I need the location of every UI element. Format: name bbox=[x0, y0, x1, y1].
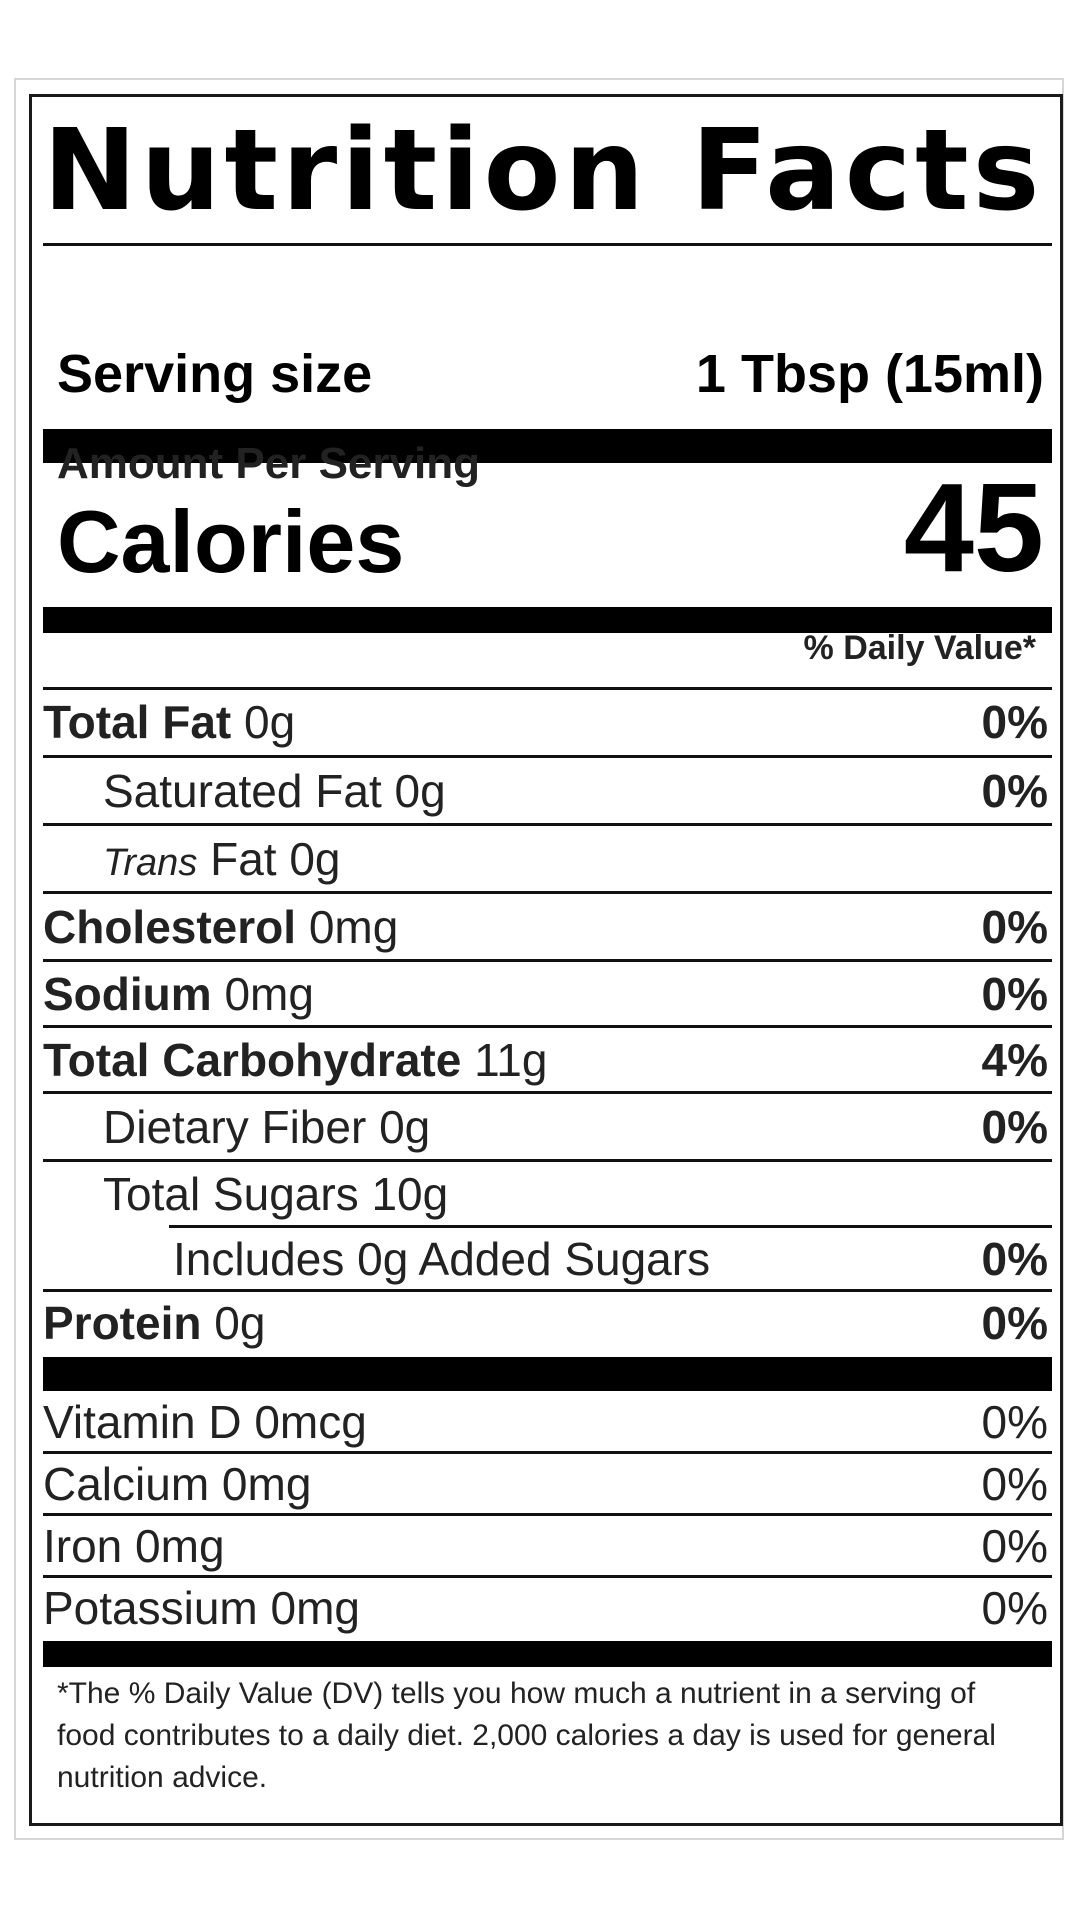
nutrient-amount: 0g bbox=[244, 696, 296, 748]
nutrient-row-added-sugars: Includes 0g Added Sugars 0% bbox=[43, 1229, 1052, 1289]
daily-value-percent: 0% bbox=[981, 1233, 1048, 1285]
divider bbox=[43, 243, 1052, 246]
nutrient-row-total-carbohydrate: Total Carbohydrate 11g 4% bbox=[43, 1029, 1052, 1091]
label-title: Nutrition Facts bbox=[43, 106, 1044, 236]
daily-value-percent: 4% bbox=[981, 1034, 1048, 1086]
divider bbox=[43, 1575, 1052, 1578]
divider bbox=[43, 1289, 1052, 1292]
nutrient-amount: 0g bbox=[214, 1297, 266, 1349]
amount-per-serving: Amount Per Serving bbox=[57, 439, 480, 488]
nutrient-row-cholesterol: Cholesterol 0mg 0% bbox=[43, 895, 1052, 959]
nutrient-label: Total Fat bbox=[43, 696, 232, 748]
vitamin-row-vitamin-d: Vitamin D 0mcg 0% bbox=[43, 1393, 1052, 1451]
vitamin-label: Iron 0mg bbox=[43, 1520, 225, 1572]
calories-label: Calories bbox=[57, 492, 405, 591]
vitamin-row-potassium: Potassium 0mg 0% bbox=[43, 1579, 1052, 1637]
divider bbox=[43, 823, 1052, 826]
nutrient-label: Fat 0g bbox=[210, 833, 341, 885]
serving-size-label: Serving size bbox=[57, 344, 373, 404]
outer-frame bbox=[14, 78, 1064, 1840]
thick-divider bbox=[43, 1641, 1052, 1667]
divider bbox=[43, 1159, 1052, 1162]
nutrient-amount: 0mg bbox=[224, 968, 314, 1020]
divider bbox=[43, 1091, 1052, 1094]
daily-value-footnote: *The % Daily Value (DV) tells you how mu… bbox=[57, 1677, 996, 1794]
daily-value-percent: 0% bbox=[981, 1582, 1048, 1634]
nutrient-label: Cholesterol bbox=[43, 901, 297, 953]
daily-value-percent: 0% bbox=[981, 1101, 1048, 1153]
serving-size-value: 1 Tbsp (15ml) bbox=[695, 344, 1044, 404]
daily-value-percent: 0% bbox=[981, 765, 1048, 817]
nutrient-label: Protein bbox=[43, 1297, 202, 1349]
vitamin-label: Calcium 0mg bbox=[43, 1458, 312, 1510]
thick-divider bbox=[43, 429, 1052, 463]
divider bbox=[43, 891, 1052, 894]
daily-value-header: % Daily Value* bbox=[803, 629, 1036, 667]
daily-value-percent: 0% bbox=[981, 1396, 1048, 1448]
thick-divider bbox=[43, 1357, 1052, 1391]
serving-size-row: Serving size 1 Tbsp (15ml) bbox=[57, 343, 1044, 405]
nutrient-label: Includes 0g Added Sugars bbox=[173, 1233, 711, 1285]
nutrient-label-italic: Trans bbox=[103, 842, 198, 884]
divider bbox=[43, 1451, 1052, 1454]
nutrient-amount: 11g bbox=[474, 1034, 548, 1086]
nutrient-row-total-fat: Total Fat 0g 0% bbox=[43, 691, 1052, 753]
divider bbox=[43, 687, 1052, 690]
daily-value-percent: 0% bbox=[981, 968, 1048, 1020]
vitamin-label: Vitamin D 0mcg bbox=[43, 1396, 367, 1448]
vitamin-row-iron: Iron 0mg 0% bbox=[43, 1517, 1052, 1575]
divider bbox=[43, 1025, 1052, 1028]
divider bbox=[43, 959, 1052, 962]
divider bbox=[43, 755, 1052, 758]
nutrition-label: Nutrition Facts Serving size 1 Tbsp (15m… bbox=[29, 94, 1063, 1826]
daily-value-percent: 0% bbox=[981, 696, 1048, 748]
nutrient-row-protein: Protein 0g 0% bbox=[43, 1293, 1052, 1353]
nutrient-row-total-sugars: Total Sugars 10g bbox=[43, 1163, 1052, 1225]
nutrient-label: Dietary Fiber 0g bbox=[103, 1101, 431, 1153]
label-content: Nutrition Facts Serving size 1 Tbsp (15m… bbox=[43, 97, 1052, 1823]
nutrient-amount: 0mg bbox=[308, 901, 399, 953]
daily-value-percent: 0% bbox=[981, 1297, 1048, 1349]
nutrient-row-dietary-fiber: Dietary Fiber 0g 0% bbox=[43, 1095, 1052, 1159]
daily-value-percent: 0% bbox=[981, 1520, 1048, 1572]
thick-divider bbox=[43, 607, 1052, 633]
nutrient-label: Sodium bbox=[43, 968, 212, 1020]
nutrient-label: Saturated Fat 0g bbox=[103, 765, 446, 817]
nutrient-row-trans-fat: Trans Fat 0g bbox=[43, 827, 1052, 891]
vitamin-row-calcium: Calcium 0mg 0% bbox=[43, 1455, 1052, 1513]
vitamin-label: Potassium 0mg bbox=[43, 1582, 361, 1634]
calories-value: 45 bbox=[903, 457, 1044, 598]
nutrient-row-sodium: Sodium 0mg 0% bbox=[43, 963, 1052, 1025]
daily-value-percent: 0% bbox=[981, 901, 1048, 953]
nutrient-row-saturated-fat: Saturated Fat 0g 0% bbox=[43, 759, 1052, 823]
divider bbox=[169, 1225, 1052, 1228]
nutrient-label: Total Carbohydrate bbox=[43, 1034, 462, 1086]
divider bbox=[43, 1513, 1052, 1516]
nutrient-label: Total Sugars 10g bbox=[103, 1168, 449, 1220]
daily-value-percent: 0% bbox=[981, 1458, 1048, 1510]
